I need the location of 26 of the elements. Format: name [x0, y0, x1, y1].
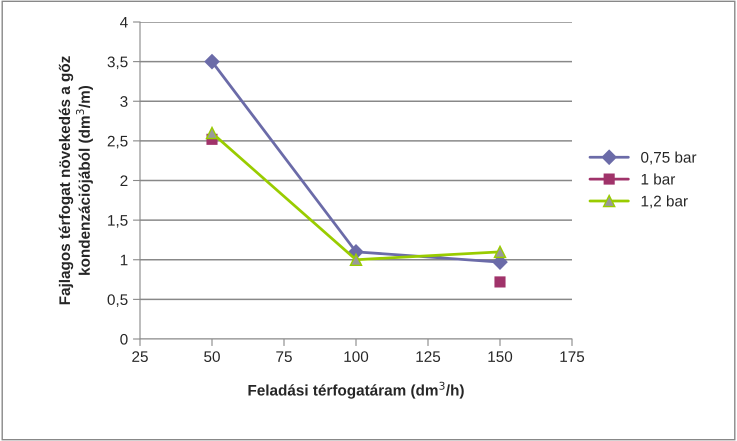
- x-tick-label: 75: [276, 351, 292, 362]
- point: [204, 54, 220, 70]
- x-tick-label: 175: [560, 351, 584, 362]
- y-tick-label: 1: [120, 254, 128, 266]
- y-tick-label: 2,5: [108, 136, 128, 148]
- y-tick-label: 4: [120, 17, 128, 28]
- y-axis-title: Fajlagos térfogat növekedés a gőz kondenzációjából (dm$^{3}$/m): [58, 56, 93, 304]
- x-tick-label: 25: [132, 351, 148, 362]
- point: [350, 254, 362, 266]
- x-tick-label: 150: [488, 351, 512, 362]
- point: [494, 276, 506, 288]
- legend-label: 0,75 bar: [641, 152, 696, 165]
- x-axis-title: Feladási térfogatáram (dm$^{3}$/h): [248, 382, 464, 399]
- point: [206, 126, 218, 140]
- x-tick-label: 100: [344, 351, 368, 362]
- y-tick-label: 3,5: [108, 56, 128, 70]
- legend-label: 1,2 bar: [642, 195, 688, 208]
- y-tick-label: 3: [120, 96, 128, 107]
- legend-label: 1 bar: [642, 173, 676, 185]
- y-tick-label: 2: [120, 175, 128, 186]
- y-tick-label: 1,5: [108, 215, 128, 228]
- y-tick-label: 0,5: [108, 294, 128, 307]
- x-tick-label: 50: [204, 351, 220, 362]
- x-tick-label: 125: [416, 351, 440, 362]
- y-tick-label: 0: [120, 334, 128, 345]
- point: [494, 246, 506, 258]
